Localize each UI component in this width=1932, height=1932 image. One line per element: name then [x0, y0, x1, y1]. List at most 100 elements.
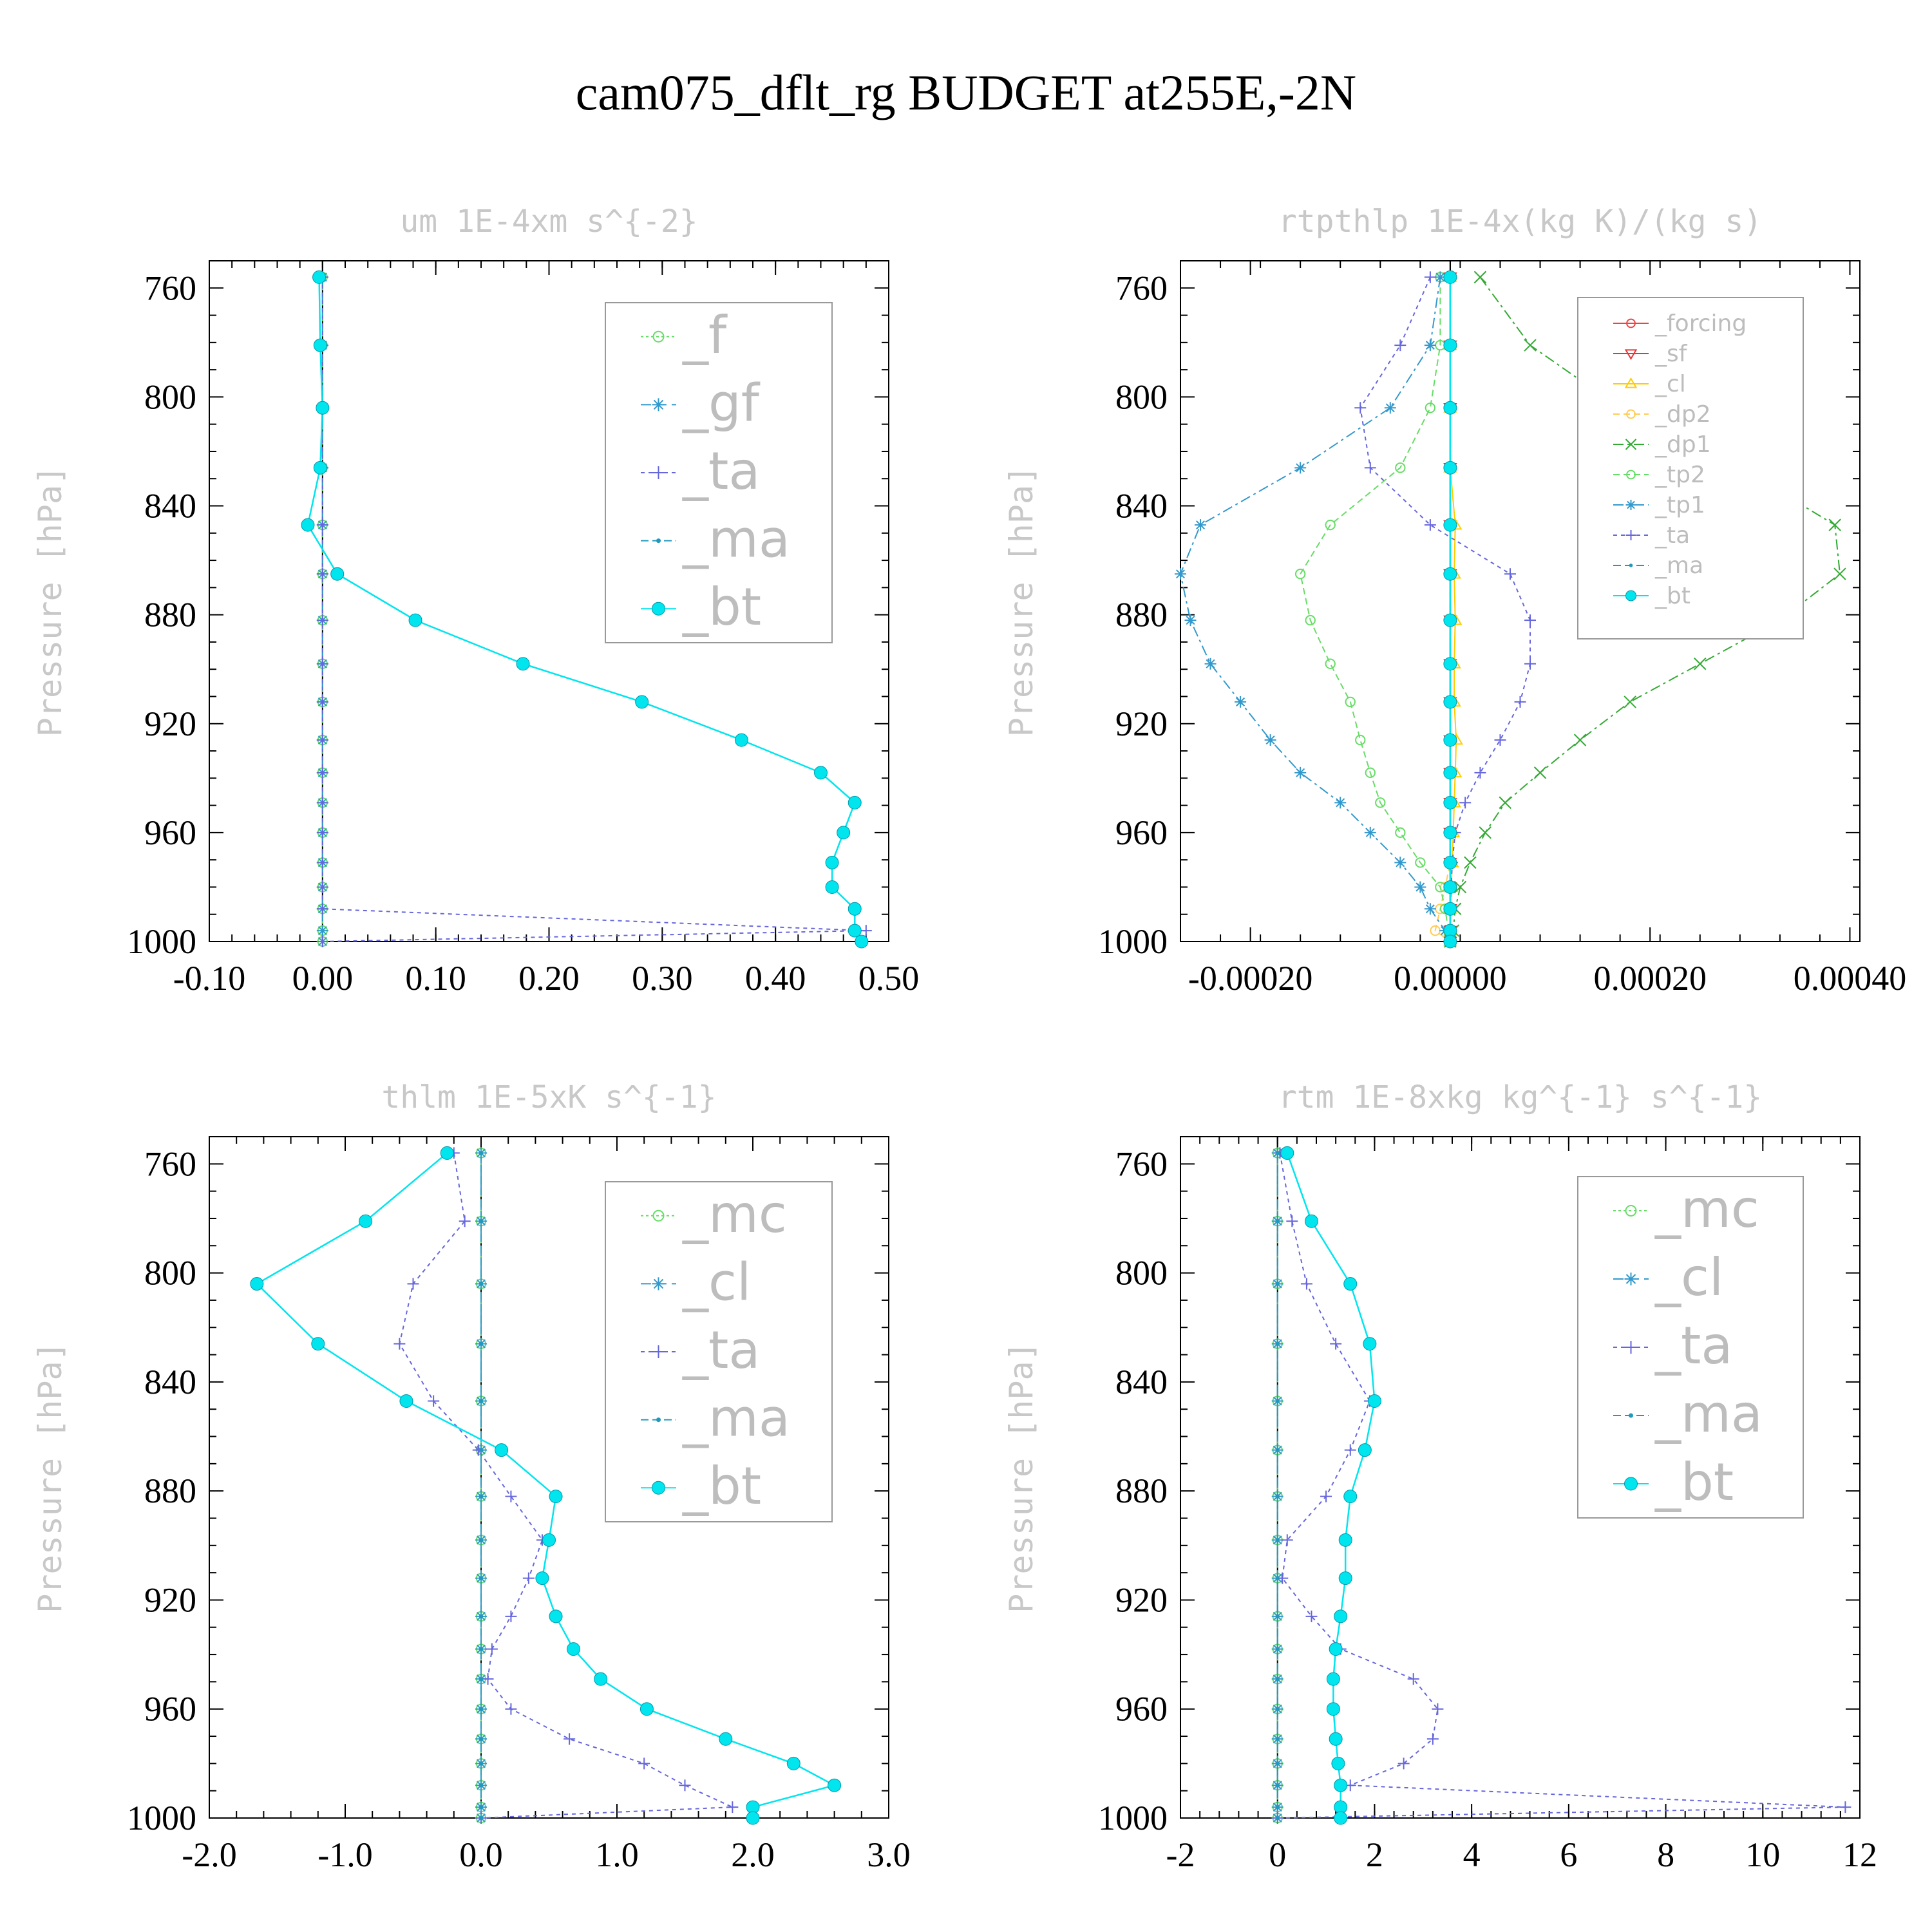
y-axis-label: Pressure [hPa] — [1003, 466, 1040, 737]
series-bt — [1443, 270, 1457, 949]
marker-ta-13 — [316, 857, 328, 869]
marker-ta-8 — [1514, 696, 1526, 708]
marker-dp1-legend — [1625, 439, 1637, 450]
marker-ma-17 — [478, 1815, 484, 1821]
marker-bt-10 — [566, 1642, 580, 1656]
marker-gf-16 — [316, 925, 328, 937]
marker-bt-2 — [316, 401, 330, 415]
series-cl — [1443, 270, 1463, 947]
marker-bt-13 — [719, 1732, 733, 1746]
marker-ta-1 — [1394, 339, 1406, 352]
legend-box — [1577, 297, 1804, 639]
legend-entry: _bt — [682, 1456, 761, 1516]
marker-dp1-9 — [1573, 734, 1587, 746]
marker-bt-8 — [1443, 695, 1457, 709]
panels: um 1E-4xm s^{-2} Pressure [hPa] 760 800 840 8… — [32, 204, 1906, 1874]
marker-ma-10 — [1275, 1647, 1280, 1651]
marker-ta-9 — [1305, 1610, 1318, 1622]
x-tick-label: 0.10 — [405, 959, 466, 998]
marker-tp2-8 — [1345, 696, 1356, 708]
y-tick-label: 880 — [1115, 596, 1168, 634]
marker-tp1-10 — [1294, 766, 1307, 779]
marker-ta-16 — [726, 1801, 739, 1814]
marker-ma-12 — [1275, 1707, 1280, 1711]
y-tick-label: 960 — [1115, 1690, 1168, 1728]
marker-bt-7 — [542, 1533, 556, 1547]
marker-ta-15 — [316, 903, 328, 915]
marker-cl-legend — [652, 1277, 665, 1291]
marker-bt-8 — [635, 695, 649, 709]
x-tick-label: 1.0 — [595, 1835, 639, 1874]
marker-bt-4 — [301, 518, 315, 532]
legend-entry: _cl — [1654, 371, 1686, 397]
y-tick-label: 760 — [1115, 269, 1168, 307]
legend-entry: _ma — [682, 509, 790, 569]
x-tick-label: 0.20 — [518, 959, 580, 998]
y-tick-label: 880 — [144, 1472, 196, 1510]
marker-ta-7 — [316, 658, 328, 670]
marker-bt-0 — [440, 1146, 454, 1160]
series-line-cl — [1449, 277, 1457, 942]
x-tick-label: 2 — [1366, 1835, 1383, 1874]
marker-ta-5 — [316, 568, 328, 580]
x-tick-label: 0.40 — [745, 959, 806, 998]
x-tick-label: -0.00020 — [1188, 959, 1312, 998]
marker-ta-2 — [407, 1278, 419, 1290]
marker-ta-6 — [1320, 1490, 1332, 1502]
panel-title: rtm 1E-8xkg kg^{-1} s^{-1} — [1278, 1079, 1762, 1115]
x-tick-label: 0.00020 — [1593, 959, 1707, 998]
marker-tp1-14 — [1414, 881, 1426, 893]
x-tick-label: -2.0 — [182, 1835, 236, 1874]
marker-ma-2 — [478, 1282, 484, 1286]
marker-f-legend — [652, 330, 665, 343]
x-tick-label: 0.50 — [858, 959, 920, 998]
marker-tp1-0 — [1434, 271, 1446, 283]
x-tick-label: 4 — [1463, 1835, 1481, 1874]
marker-bt-5 — [330, 567, 345, 581]
marker-tp2-5 — [1294, 569, 1306, 580]
marker-tp2-legend — [1626, 469, 1636, 480]
plot-frame — [1180, 1136, 1861, 1819]
marker-ta-4 — [316, 519, 328, 531]
x-tick-label: -1.0 — [317, 1835, 372, 1874]
series-tp2 — [1294, 272, 1456, 947]
legend-entry: _ma — [1654, 1384, 1763, 1444]
legend-entry: _tp1 — [1654, 492, 1705, 518]
panel-title: thlm 1E-5xK s^{-1} — [381, 1079, 716, 1115]
marker-bt-1 — [313, 338, 327, 352]
marker-ma-0 — [478, 1151, 484, 1155]
panel-title: um 1E-4xm s^{-2} — [400, 204, 697, 240]
x-tick-label: -0.10 — [173, 959, 245, 998]
series-line-dp1 — [1449, 276, 1841, 942]
marker-bt-10 — [1443, 766, 1457, 780]
marker-ma-17 — [1275, 1815, 1280, 1821]
marker-ma-13 — [1275, 1737, 1280, 1741]
marker-tp1-7 — [1204, 658, 1217, 670]
marker-ta-0 — [1424, 271, 1436, 283]
legend-entry: _ta — [682, 1320, 760, 1380]
marker-ta-8 — [316, 696, 328, 708]
marker-bt-2 — [1343, 1277, 1358, 1291]
y-tick-label: 800 — [144, 1254, 196, 1293]
y-tick-label: 1000 — [1098, 922, 1168, 961]
marker-bt-2 — [250, 1277, 264, 1291]
panel-3: thlm 1E-5xK s^{-1} Pressure [hPa] 760 800 84… — [32, 1079, 911, 1874]
marker-ma-5 — [478, 1448, 484, 1452]
series-line-ta — [399, 1153, 733, 1819]
marker-bt-9 — [1443, 733, 1457, 747]
y-tick-label: 800 — [144, 377, 196, 416]
marker-tp1-5 — [1175, 568, 1186, 580]
marker-ta-12 — [505, 1703, 517, 1715]
y-tick-label: 1000 — [1098, 1799, 1168, 1837]
marker-bt-17 — [746, 1811, 760, 1825]
marker-ta-3 — [393, 1338, 406, 1350]
legend-entry: _bt — [682, 577, 761, 637]
marker-bt-6 — [1443, 613, 1457, 627]
marker-bt-5 — [1358, 1443, 1372, 1457]
y-axis-label: Pressure [hPa] — [32, 1341, 69, 1613]
marker-ta-legend — [1624, 1341, 1638, 1354]
y-tick-label: 840 — [1115, 487, 1168, 526]
legend-entry: _mc — [1654, 1179, 1759, 1239]
marker-ta-13 — [1426, 1733, 1439, 1745]
